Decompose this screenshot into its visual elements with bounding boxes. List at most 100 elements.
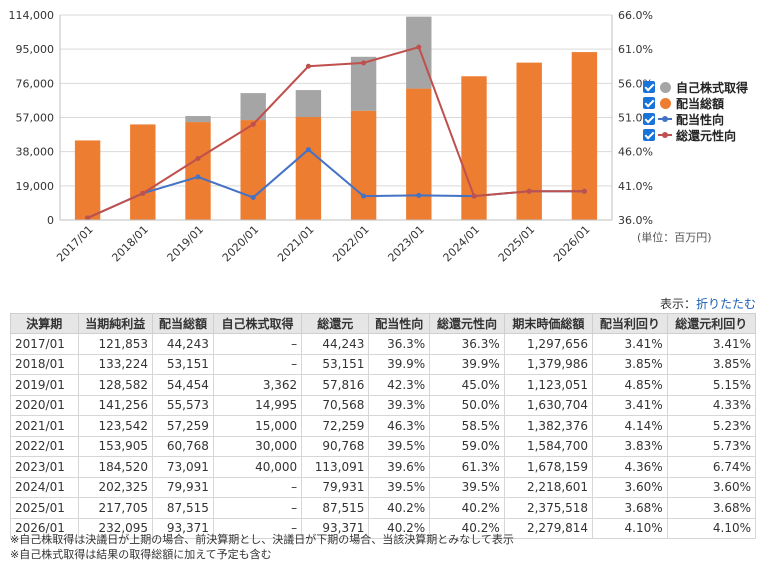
table-header-row: 決算期 当期純利益 配当総額 自己株式取得 総還元 配当性向 総還元性向 期末時価総額 配当利回… — [10, 313, 757, 334]
chart-legend: 自己株式取得 配当総額 配当性向 総還元性向 — [643, 79, 748, 143]
bar-dividend-total — [240, 120, 266, 220]
footnote: ※自己株取得は決議日が上期の場合、前決算期とし、決議日が下期の場合、当該決算期と… — [10, 533, 514, 546]
table-cell: 60,768 — [152, 435, 214, 457]
table-cell: 128,582 — [77, 374, 154, 396]
table-cell: 39.6% — [368, 456, 431, 478]
table-cell: 39.5% — [429, 476, 505, 498]
table-cell: 3,362 — [212, 374, 303, 396]
series-point — [416, 192, 422, 198]
table-cell: 42.3% — [368, 374, 431, 396]
table-cell: 50.0% — [429, 394, 505, 416]
table-cell: 57,816 — [301, 374, 370, 396]
table-cell: 5.15% — [666, 374, 757, 396]
table-cell: 4.33% — [666, 394, 757, 416]
x-tick-label: 2022/01 — [330, 223, 372, 265]
series-point — [361, 193, 367, 199]
y-right-tick-label: 41.0% — [618, 180, 653, 193]
series-point — [361, 60, 367, 66]
table-cell: 36.3% — [429, 333, 505, 355]
table-row: 2025/01 217,705 87,515–87,515 40.2% 40.2% 2,3… — [10, 497, 757, 519]
y-left-tick-label: 95,000 — [16, 43, 55, 56]
series-point — [85, 215, 91, 221]
table-cell: 2,218,601 — [503, 476, 594, 498]
table-row: 2022/01 153,905 60,768 30,000 90,768 39.5% 59.… — [10, 435, 757, 457]
series-point — [471, 193, 477, 199]
table-cell: 5.73% — [666, 435, 757, 457]
table-cell: 3.41% — [592, 333, 668, 355]
series-point — [140, 190, 146, 196]
table-cell: 39.5% — [368, 476, 431, 498]
table-cell: 59.0% — [429, 435, 505, 457]
legend-item-dividend-total[interactable]: 配当総額 — [643, 95, 748, 111]
table-row: 2018/01 133,224 53,151–53,151 39.9% 39.9% 1,3… — [10, 353, 757, 375]
table-cell: 2,279,814 — [503, 517, 594, 539]
table-cell: 3.41% — [666, 333, 757, 355]
table-cell: – — [212, 333, 303, 355]
table-cell: 44,243 — [152, 333, 214, 355]
y-right-tick-label: 61.0% — [618, 43, 653, 56]
checkbox-icon[interactable] — [643, 81, 655, 93]
column-header: 総還元 — [301, 313, 370, 334]
series-point — [305, 63, 311, 69]
chart-lines — [85, 44, 587, 221]
table-cell: 40.2% — [429, 497, 505, 519]
table-cell: 217,705 — [77, 497, 154, 519]
x-tick-label: 2026/01 — [551, 223, 593, 265]
table-cell: 2,375,518 — [503, 497, 594, 519]
table-cell: 1,630,704 — [503, 394, 594, 416]
collapse-link[interactable]: 折りたたむ — [695, 297, 756, 311]
table-cell: 4.10% — [592, 517, 668, 539]
bar-dividend-total — [295, 117, 322, 220]
y-right-tick-label: 66.0% — [618, 9, 653, 22]
table-row: 2020/01 141,256 55,573 14,995 70,568 39.3% 50.… — [10, 394, 757, 416]
table-cell: 113,091 — [301, 456, 370, 478]
shareholder-return-chart: 0 36.0%19,000 41.0%38,000 46.0%57,000 51.0%7… — [9, 9, 653, 264]
table-row: 2024/01 202,325 79,931–79,931 39.5% 39.5% 2,2… — [10, 476, 757, 498]
table-cell: 1,382,376 — [503, 415, 594, 437]
series-point — [195, 174, 201, 180]
checkbox-icon[interactable] — [643, 113, 655, 125]
column-header: 決算期 — [10, 313, 79, 334]
table-cell: – — [212, 497, 303, 519]
chart-axes: 0 36.0%19,000 41.0%38,000 46.0%57,000 51.0%7… — [9, 9, 653, 264]
x-tick-label: 2021/01 — [275, 223, 317, 265]
table-cell: 2021/01 — [10, 415, 79, 437]
series-line — [87, 45, 585, 219]
chart-bars — [74, 16, 598, 221]
table-cell: 141,256 — [77, 394, 154, 416]
column-header: 総還元性向 — [429, 313, 505, 334]
table-cell: 1,584,700 — [503, 435, 594, 457]
x-tick-label: 2020/01 — [220, 223, 262, 265]
series-point — [250, 121, 256, 127]
table-cell: 4.36% — [592, 456, 668, 478]
table-cell: 3.60% — [666, 476, 757, 498]
legend-item-buyback[interactable]: 自己株式取得 — [643, 79, 748, 95]
table-cell: 2020/01 — [10, 394, 79, 416]
series-line — [87, 148, 585, 219]
table-cell: 53,151 — [152, 353, 214, 375]
table-cell: 1,123,051 — [503, 374, 594, 396]
series-point — [195, 156, 201, 161]
table-cell: 93,371 — [152, 517, 214, 539]
table-row: 2019/01 128,582 54,454 3,362 57,816 42.3% 45.0… — [10, 374, 757, 396]
table-cell: 73,091 — [152, 456, 214, 478]
legend-item-total-return-ratio[interactable]: 総還元性向 — [643, 127, 748, 143]
table-cell: – — [212, 476, 303, 498]
table-cell: 2024/01 — [10, 476, 79, 498]
series-point — [305, 147, 311, 153]
legend-item-payout-ratio[interactable]: 配当性向 — [643, 111, 748, 127]
table-cell: 36.3% — [368, 333, 431, 355]
table-cell: 1,297,656 — [503, 333, 594, 355]
checkbox-icon[interactable] — [643, 97, 655, 109]
table-cell: 14,995 — [212, 394, 303, 416]
table-cell: 2023/01 — [10, 456, 79, 478]
table-cell: 40.2% — [429, 517, 505, 539]
bar-dividend-total — [350, 110, 377, 220]
checkbox-icon[interactable] — [643, 129, 655, 141]
table-cell: 4.10% — [666, 517, 757, 539]
table-cell: 39.5% — [368, 435, 431, 457]
y-left-tick-label: 38,000 — [16, 146, 55, 159]
table-cell: – — [212, 517, 303, 539]
table-cell: – — [212, 353, 303, 375]
bar-dividend-total — [406, 88, 432, 221]
